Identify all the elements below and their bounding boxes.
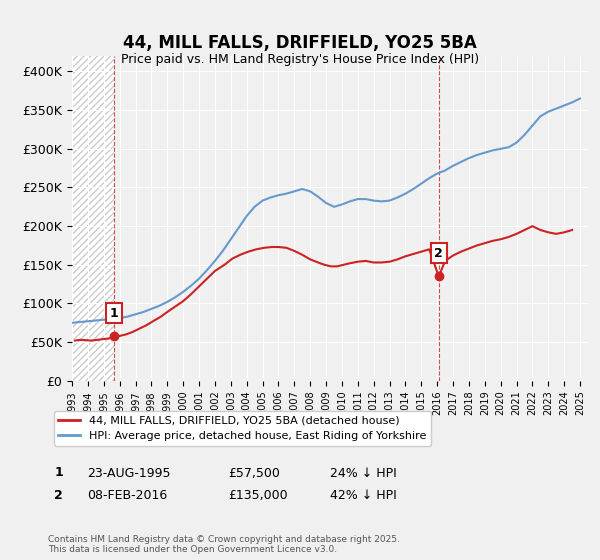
Text: 1: 1: [110, 307, 118, 320]
Text: 08-FEB-2016: 08-FEB-2016: [87, 489, 167, 502]
Text: 42% ↓ HPI: 42% ↓ HPI: [330, 489, 397, 502]
Text: 23-AUG-1995: 23-AUG-1995: [87, 466, 170, 480]
Text: £135,000: £135,000: [228, 489, 287, 502]
Text: 44, MILL FALLS, DRIFFIELD, YO25 5BA: 44, MILL FALLS, DRIFFIELD, YO25 5BA: [123, 34, 477, 52]
Text: 24% ↓ HPI: 24% ↓ HPI: [330, 466, 397, 480]
Text: £57,500: £57,500: [228, 466, 280, 480]
Text: Price paid vs. HM Land Registry's House Price Index (HPI): Price paid vs. HM Land Registry's House …: [121, 53, 479, 66]
Text: 1: 1: [54, 466, 63, 479]
Bar: [72, 56, 114, 381]
Legend: 44, MILL FALLS, DRIFFIELD, YO25 5BA (detached house), HPI: Average price, detach: 44, MILL FALLS, DRIFFIELD, YO25 5BA (det…: [53, 411, 431, 446]
Text: 2: 2: [54, 488, 63, 502]
Text: Contains HM Land Registry data © Crown copyright and database right 2025.
This d: Contains HM Land Registry data © Crown c…: [48, 535, 400, 554]
Text: 2: 2: [434, 247, 443, 260]
